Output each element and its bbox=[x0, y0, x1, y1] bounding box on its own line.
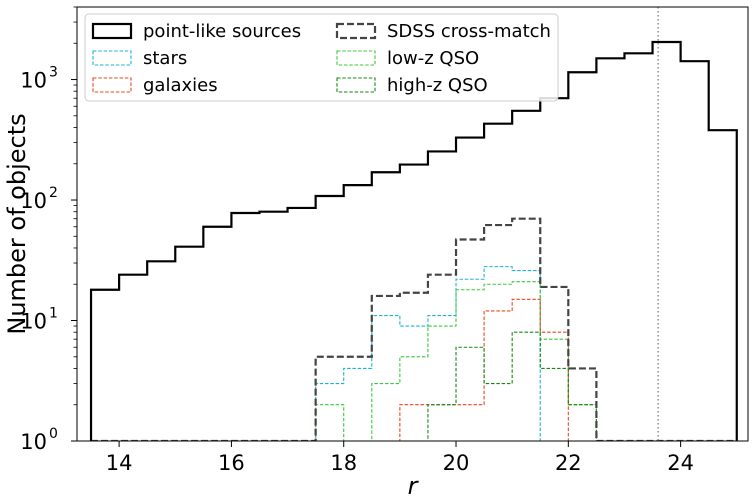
legend-swatch bbox=[336, 50, 376, 66]
x-tick-label: 24 bbox=[667, 451, 694, 475]
legend-label: low-z QSO bbox=[387, 48, 479, 69]
legend-box bbox=[84, 13, 559, 102]
series-high-z-qso bbox=[91, 331, 737, 441]
y-tick-label: 10 bbox=[20, 69, 47, 93]
y-tick-exponent: 0 bbox=[49, 426, 58, 442]
x-tick-label: 16 bbox=[218, 451, 245, 475]
y-tick-label: 10 bbox=[20, 430, 47, 454]
legend-swatch bbox=[335, 22, 377, 40]
plot-frame bbox=[76, 6, 749, 442]
y-tick-exponent: 2 bbox=[49, 185, 58, 201]
x-tick-label: 14 bbox=[106, 451, 133, 475]
series-sdss-cross-match bbox=[91, 217, 737, 441]
legend-swatch bbox=[91, 22, 133, 40]
y-tick-label: 10 bbox=[20, 310, 47, 334]
series-point-like-sources bbox=[89, 40, 738, 441]
legend-label: stars bbox=[143, 48, 187, 69]
legend-label: SDSS cross-match bbox=[387, 21, 551, 42]
legend-swatch bbox=[92, 77, 132, 93]
legend: point-like sources stars galaxies SDSS cros… bbox=[84, 13, 559, 102]
series-stars bbox=[91, 266, 737, 441]
series-low-z-qso bbox=[91, 281, 737, 441]
series-galaxies bbox=[91, 298, 737, 441]
y-axis-label: Number of objects bbox=[3, 113, 31, 334]
legend-swatch bbox=[336, 77, 376, 93]
x-tick-label: 18 bbox=[330, 451, 357, 475]
y-tick-exponent: 3 bbox=[49, 65, 58, 81]
legend-label: high-z QSO bbox=[387, 75, 488, 96]
y-tick-exponent: 1 bbox=[49, 306, 58, 322]
series-layer bbox=[89, 40, 738, 441]
legend-swatch bbox=[92, 50, 132, 66]
x-tick-label: 22 bbox=[555, 451, 582, 475]
x-axis-ticks: 14 16 18 20 22 24 bbox=[106, 441, 694, 475]
legend-label: point-like sources bbox=[143, 21, 301, 42]
x-axis-label: r bbox=[408, 472, 420, 500]
x-tick-label: 20 bbox=[443, 451, 470, 475]
y-tick-label: 10 bbox=[20, 189, 47, 213]
legend-label: galaxies bbox=[143, 75, 218, 96]
